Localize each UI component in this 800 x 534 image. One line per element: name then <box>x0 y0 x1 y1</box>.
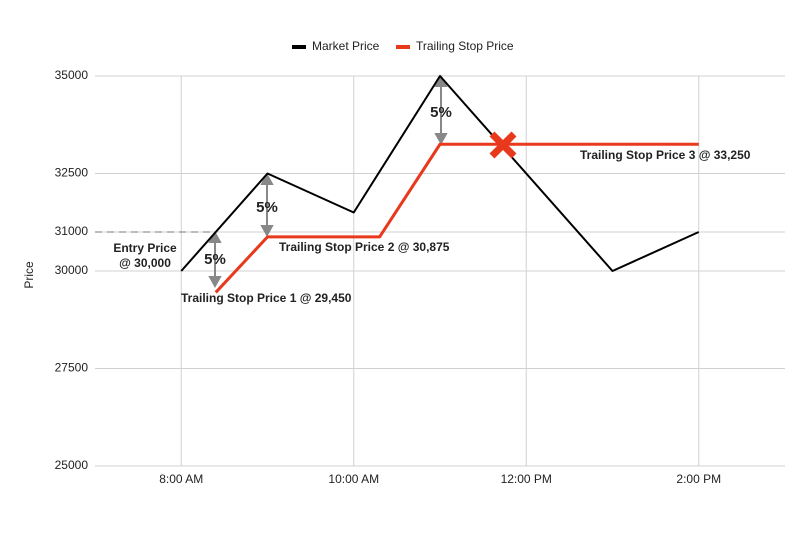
annotation: Entry Price <box>113 241 177 255</box>
y-axis-label: Price <box>22 261 36 289</box>
annotation: Trailing Stop Price 2 @ 30,875 <box>279 240 450 254</box>
annotation: 5% <box>256 199 278 216</box>
x-tick-label: 2:00 PM <box>676 472 721 486</box>
annotation: Trailing Stop Price 1 @ 29,450 <box>181 291 352 305</box>
marker-stroke <box>489 131 517 159</box>
y-tick-label: 35000 <box>55 68 89 82</box>
arrows <box>208 74 448 289</box>
y-tick-label: 27500 <box>55 361 89 375</box>
stop-hit-marker <box>489 131 517 159</box>
y-tick-label: 25000 <box>55 458 89 472</box>
y-tick-label: 32500 <box>55 166 89 180</box>
annotation: Trailing Stop Price 3 @ 33,250 <box>580 148 751 162</box>
annotation: @ 30,000 <box>119 256 171 270</box>
series-line <box>180 75 700 272</box>
annotation: 5% <box>430 104 452 121</box>
legend-label: Trailing Stop Price <box>416 39 514 53</box>
y-tick-label: 31000 <box>55 224 89 238</box>
y-tick-label: 30000 <box>55 263 89 277</box>
series-line <box>214 142 699 294</box>
annotation: 5% <box>204 251 226 268</box>
x-tick-label: 8:00 AM <box>159 472 203 486</box>
legend-label: Market Price <box>312 39 380 53</box>
x-tick-label: 12:00 PM <box>501 472 552 486</box>
x-tick-label: 10:00 AM <box>328 472 379 486</box>
